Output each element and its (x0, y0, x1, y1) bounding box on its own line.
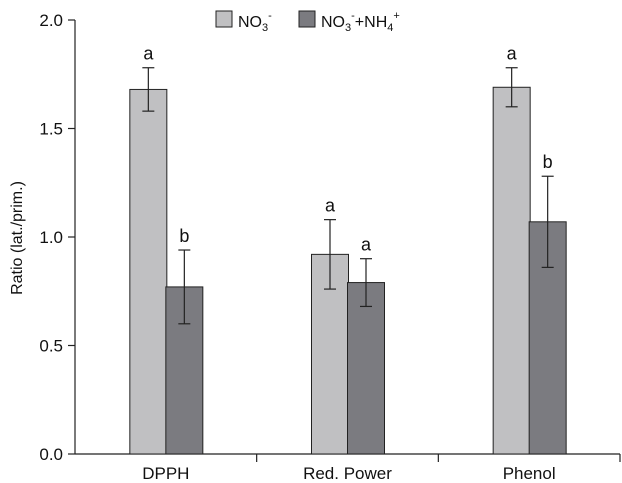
bar (165, 286, 204, 455)
legend-label-nitrate: NO3- (238, 10, 272, 34)
significance-letter: a (325, 196, 336, 216)
legend-swatch-nitrate (215, 10, 233, 28)
significance-letter: a (361, 235, 372, 255)
y-tick-label: 2.0 (39, 11, 63, 30)
legend-swatch-nitrate-ammonium (298, 10, 316, 28)
bar (492, 86, 531, 455)
y-axis-title: Ratio (lat./prim.) (9, 181, 26, 295)
bar (129, 88, 168, 455)
significance-letter: b (543, 152, 553, 172)
y-tick-label: 1.0 (39, 228, 63, 247)
y-tick-label: 1.5 (39, 120, 63, 139)
significance-letter: a (143, 44, 154, 64)
legend: NO3- NO3-+NH4+ (215, 10, 400, 34)
x-category-label: Phenol (503, 464, 556, 483)
bar (347, 282, 385, 455)
plot-area: 0.0 0.5 1.0 1.5 2.0 DPPH a b Red. Power a a Phenol a… (39, 11, 621, 483)
y-tick-label: 0.0 (39, 445, 63, 464)
significance-letter: b (179, 226, 189, 246)
legend-label-nitrate-ammonium: NO3-+NH4+ (321, 10, 400, 34)
x-category-label: DPPH (142, 464, 189, 483)
x-category-label: Red. Power (303, 464, 392, 483)
y-tick-label: 0.5 (39, 337, 63, 356)
significance-letter: a (507, 44, 518, 64)
